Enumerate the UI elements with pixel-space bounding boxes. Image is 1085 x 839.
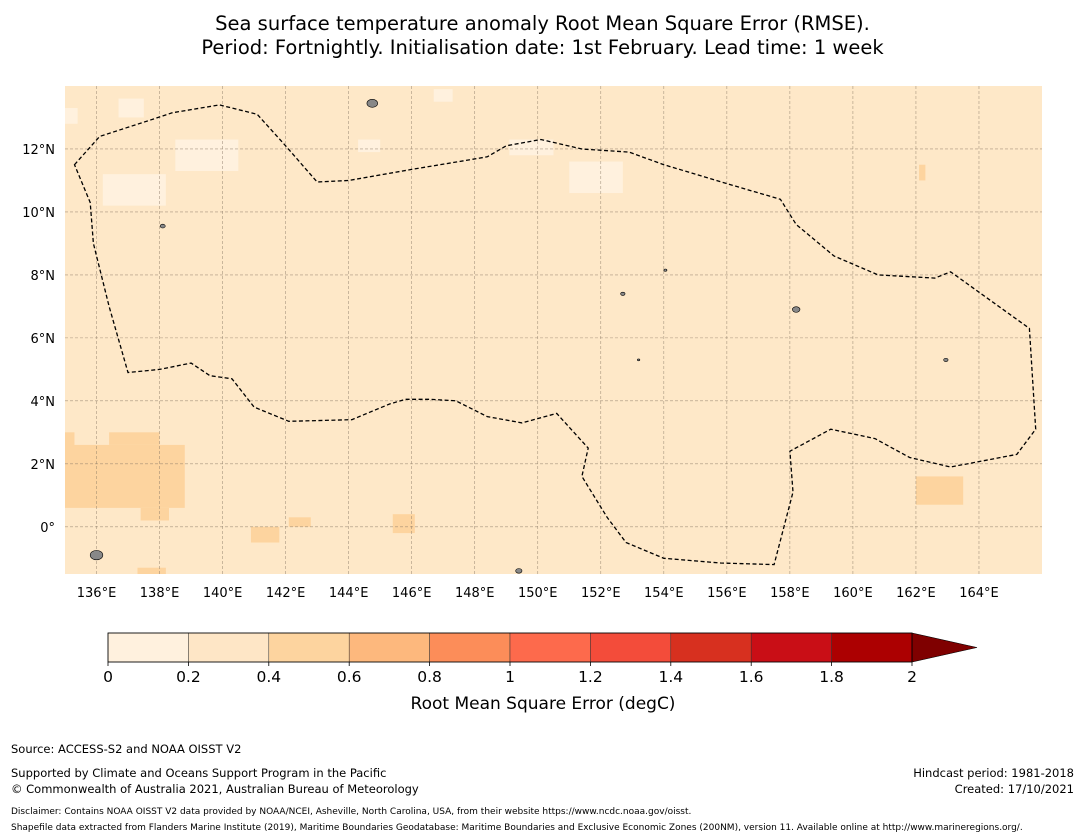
rmse-patches xyxy=(65,89,964,574)
rmse-patch xyxy=(392,514,415,534)
island-shape xyxy=(45,289,59,299)
colorbar-segment xyxy=(670,632,752,663)
x-tick-label: 144°E xyxy=(329,586,369,601)
x-tick-label: 160°E xyxy=(833,586,873,601)
rmse-patch xyxy=(140,507,170,521)
y-tick-label: 10°N xyxy=(22,206,55,221)
colorbar-tick-label: 1.8 xyxy=(819,668,844,686)
x-tick-label: 142°E xyxy=(266,586,306,601)
colorbar-tick-label: 0.4 xyxy=(256,668,281,686)
disclaimer-text: Disclaimer: Contains NOAA OISST V2 data … xyxy=(11,807,692,817)
colorbar-tick-label: 2 xyxy=(907,668,917,686)
copyright-text: © Commonwealth of Australia 2021, Austra… xyxy=(11,782,419,796)
figure-title-line1: Sea surface temperature anomaly Root Mea… xyxy=(215,12,870,35)
colorbar-tick-label: 0.8 xyxy=(417,668,442,686)
source-text: Source: ACCESS-S2 and NOAA OISST V2 xyxy=(11,742,242,756)
created-date: Created: 17/10/2021 xyxy=(954,782,1074,796)
y-tick-label: 6°N xyxy=(31,332,56,347)
colorbar-segment xyxy=(750,632,832,663)
colorbar-segment xyxy=(188,632,270,663)
colorbar: 0 0.2 0.4 0.6 0.8 1 1.2 1.4 1.6 1.8 2 xyxy=(103,632,978,686)
y-tick-label: 2°N xyxy=(31,458,56,473)
colorbar-segment xyxy=(509,632,591,663)
rmse-patch xyxy=(919,164,926,181)
colorbar-segment xyxy=(107,632,189,663)
colorbar-segment xyxy=(268,632,350,663)
rmse-patch xyxy=(175,139,239,172)
island-shape xyxy=(515,568,523,574)
x-tick-label: 148°E xyxy=(455,586,495,601)
island-shape xyxy=(943,357,949,362)
island-shape xyxy=(792,306,801,313)
rmse-patch xyxy=(65,108,78,124)
figure-title-line2: Period: Fortnightly. Initialisation date… xyxy=(201,36,884,59)
colorbar-segment xyxy=(590,632,672,663)
hindcast-period: Hindcast period: 1981-2018 xyxy=(913,766,1074,780)
x-tick-label: 156°E xyxy=(707,586,747,601)
rmse-patch xyxy=(288,517,311,527)
island-shape xyxy=(159,223,166,229)
rmse-patch xyxy=(102,174,166,206)
colorbar-tick-label: 0.2 xyxy=(176,668,201,686)
island-shape xyxy=(637,358,641,362)
y-tick-label: 8°N xyxy=(31,269,56,284)
rmse-patch xyxy=(433,89,453,102)
x-tick-label: 158°E xyxy=(770,586,810,601)
colorbar-tick-label: 0.6 xyxy=(337,668,362,686)
y-tick-label: 12°N xyxy=(22,143,55,158)
colorbar-label: Root Mean Square Error (degC) xyxy=(411,694,676,714)
x-axis-ticks: 136°E 138°E 140°E 142°E 144°E 146°E 148°E 150°E… xyxy=(77,586,999,601)
x-tick-label: 150°E xyxy=(518,586,558,601)
island-shape xyxy=(366,98,378,108)
island-shape xyxy=(620,291,626,296)
x-tick-label: 164°E xyxy=(959,586,999,601)
rmse-patch xyxy=(509,139,554,156)
x-tick-label: 152°E xyxy=(581,586,621,601)
support-text: Supported by Climate and Oceans Support … xyxy=(11,766,387,780)
graticule xyxy=(65,86,1042,574)
x-tick-label: 154°E xyxy=(644,586,684,601)
rmse-patch xyxy=(915,476,964,505)
x-tick-label: 136°E xyxy=(77,586,117,601)
colorbar-segment xyxy=(348,632,430,663)
colorbar-tick-label: 1 xyxy=(505,668,515,686)
y-axis-ticks: 0° 2°N 4°N 6°N 8°N 10°N 12°N xyxy=(22,143,55,536)
x-tick-label: 140°E xyxy=(203,586,243,601)
islands xyxy=(45,98,949,574)
shapefile-credit: Shapefile data extracted from Flanders M… xyxy=(11,823,1023,833)
x-tick-label: 138°E xyxy=(140,586,180,601)
rmse-patch xyxy=(569,161,623,194)
y-tick-label: 0° xyxy=(40,521,55,536)
colorbar-tick-label: 1.2 xyxy=(578,668,603,686)
island-shape xyxy=(89,550,104,561)
rmse-patch xyxy=(137,567,166,574)
rmse-patch xyxy=(250,526,280,543)
rmse-patch xyxy=(109,432,160,445)
rmse-patch xyxy=(118,98,144,118)
rmse-patch xyxy=(358,139,381,153)
eez-boundary xyxy=(73,104,1037,566)
colorbar-tick-label: 1.4 xyxy=(658,668,683,686)
colorbar-tick-label: 1.6 xyxy=(739,668,764,686)
rmse-map-figure: 136°E 138°E 140°E 142°E 144°E 146°E 148°E 150°E… xyxy=(22,86,1042,714)
x-tick-label: 146°E xyxy=(392,586,432,601)
y-tick-label: 4°N xyxy=(31,395,56,410)
x-tick-label: 162°E xyxy=(896,586,936,601)
island-shape xyxy=(663,268,668,272)
rmse-patch xyxy=(65,432,75,455)
rmse-patch xyxy=(65,444,185,508)
colorbar-segment xyxy=(429,632,511,663)
colorbar-tick-label: 0 xyxy=(103,668,113,686)
colorbar-segment xyxy=(831,632,913,663)
colorbar-extend-arrow xyxy=(911,632,978,663)
